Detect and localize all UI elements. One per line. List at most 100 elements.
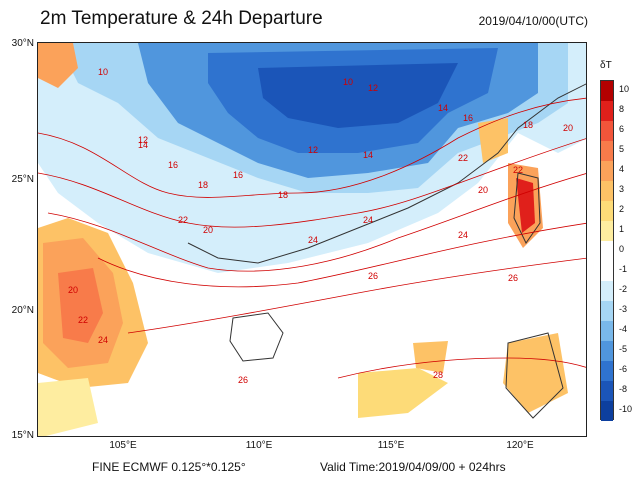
legend-label: 6 [619, 124, 625, 134]
contour-label: 20 [478, 185, 488, 195]
contour-label: 16 [233, 170, 243, 180]
legend-label: -10 [619, 404, 633, 414]
legend-label: -3 [619, 304, 628, 314]
warming-zone-southwest [38, 378, 98, 436]
lon-label-105e: 105°E [109, 440, 137, 451]
legend-label: 5 [619, 144, 625, 154]
warming-zone-west-peak [58, 268, 103, 343]
contour-label: 12 [368, 83, 378, 93]
contour-label: 14 [363, 150, 373, 160]
legend-swatch [601, 121, 613, 141]
legend-swatch [601, 381, 613, 401]
legend-label: -1 [619, 264, 628, 274]
legend-label: -6 [619, 364, 628, 374]
contour-label: 10 [98, 67, 108, 77]
contour-label: 18 [198, 180, 208, 190]
warming-zone-south-sea [358, 368, 448, 418]
lon-label-115e: 115°E [377, 440, 405, 451]
weather-map-svg: 10 10 12 14 16 18 20 22 24 26 28 12 14 1… [38, 43, 586, 436]
warming-zone-philippines [503, 333, 568, 413]
legend-swatch [601, 281, 613, 301]
legend-swatch [601, 341, 613, 361]
contour-28 [337, 357, 586, 379]
contour-label: 22 [78, 315, 88, 325]
contour-label: 10 [343, 77, 353, 87]
contour-label: 28 [433, 370, 443, 380]
contour-label: 26 [238, 375, 248, 385]
lon-label-120e: 120°E [506, 440, 534, 451]
legend-label: 3 [619, 184, 625, 194]
contour-label: 18 [278, 190, 288, 200]
coastline-taiwan [513, 172, 541, 244]
legend-label: 8 [619, 104, 625, 114]
lat-label-30n: 30°N [11, 38, 34, 49]
legend-swatch [601, 181, 613, 201]
legend-label: 0 [619, 244, 625, 254]
contour-label: 16 [463, 113, 473, 123]
contour-label: 20 [563, 123, 573, 133]
warming-zone-south-sea-2 [413, 341, 448, 373]
legend-title: δT [600, 60, 612, 71]
lat-label-20n: 20°N [11, 305, 34, 316]
legend-label: 10 [619, 84, 630, 94]
legend-label: 2 [619, 204, 625, 214]
coastline-mainland [187, 83, 586, 264]
legend-label: -2 [619, 284, 628, 294]
contour-label: 26 [508, 273, 518, 283]
legend-swatch [601, 301, 613, 321]
warming-zone-taiwan-core [516, 178, 535, 233]
legend-swatch [601, 321, 613, 341]
contour-label: 26 [368, 271, 378, 281]
contour-22 [47, 173, 586, 272]
valid-time-label: Valid Time:2019/04/09/00 + 024hrs [320, 460, 506, 474]
legend-swatch [601, 221, 613, 241]
contour-12 [38, 97, 586, 198]
legend-swatch [601, 161, 613, 181]
valid-time-utc: 2019/04/10/00(UTC) [478, 14, 588, 28]
contour-label: 20 [68, 285, 78, 295]
legend-swatch [601, 81, 613, 101]
weather-map: 10 10 12 14 16 18 20 22 24 26 28 12 14 1… [37, 42, 587, 437]
lon-label-110e: 110°E [245, 440, 273, 451]
legend-label: 1 [619, 224, 625, 234]
contour-24 [97, 222, 586, 288]
legend-swatch [601, 141, 613, 161]
chart-title: 2m Temperature & 24h Departure [40, 8, 323, 29]
legend-swatch [601, 401, 613, 421]
cooling-zone-core [258, 63, 458, 128]
contour-label: 24 [458, 230, 468, 240]
legend-swatch [601, 241, 613, 261]
warming-zone-northwest [38, 43, 78, 88]
contour-label: 18 [523, 120, 533, 130]
contour-label: 14 [138, 140, 148, 150]
model-label: FINE ECMWF 0.125°*0.125° [92, 460, 246, 474]
contour-label: 22 [178, 215, 188, 225]
contour-label: 22 [513, 165, 523, 175]
contour-label: 20 [203, 225, 213, 235]
legend-swatch [601, 361, 613, 381]
contour-label: 22 [458, 153, 468, 163]
contour-labels: 10 10 12 14 16 18 20 22 24 26 28 12 14 1… [68, 67, 573, 385]
contour-label: 12 [138, 135, 148, 145]
legend-label: -8 [619, 384, 628, 394]
contour-label: 14 [438, 103, 448, 113]
warming-zone-east-coast [478, 118, 508, 163]
legend-swatch [601, 101, 613, 121]
contour-label: 24 [98, 335, 108, 345]
contour-label: 16 [168, 160, 178, 170]
legend-label: -5 [619, 344, 628, 354]
contour-label: 24 [363, 215, 373, 225]
legend-label: 4 [619, 164, 625, 174]
lat-label-25n: 25°N [11, 174, 34, 185]
legend-colorbar [600, 80, 614, 421]
legend-label: -4 [619, 324, 628, 334]
contour-label: 12 [308, 145, 318, 155]
contour-label: 24 [308, 235, 318, 245]
contour-26 [127, 257, 586, 334]
coastline-philippines [505, 332, 564, 419]
coastline-hainan [229, 312, 284, 362]
lat-label-15n: 15°N [11, 430, 34, 441]
contour-18 [38, 138, 586, 228]
legend-swatch [601, 261, 613, 281]
legend-swatch [601, 201, 613, 221]
